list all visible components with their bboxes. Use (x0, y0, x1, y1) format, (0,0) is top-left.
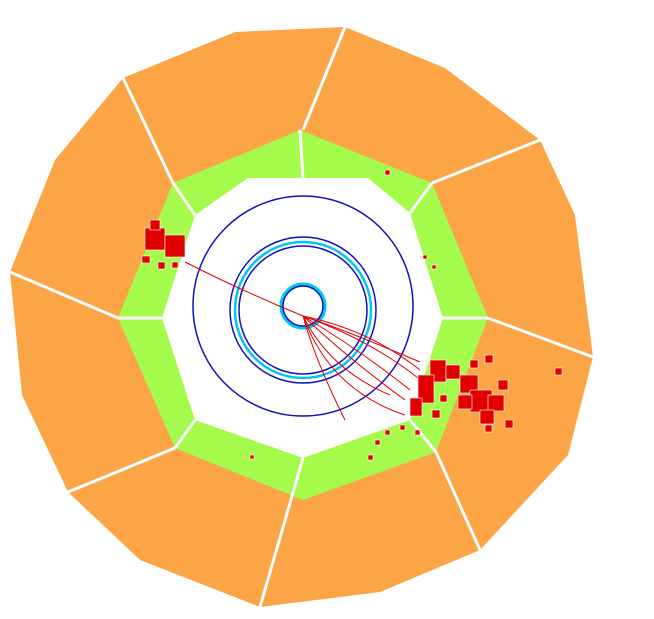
deposit (141, 255, 151, 264)
deposit (149, 219, 161, 231)
divider (173, 419, 197, 449)
deposit (469, 359, 479, 369)
divider (171, 182, 197, 216)
track (302, 315, 391, 396)
deposit (439, 394, 448, 403)
deposit (479, 409, 495, 425)
deposit (399, 424, 406, 431)
sector-dividers (9, 26, 594, 608)
deposit (457, 394, 473, 410)
pixel-layer (279, 282, 327, 330)
divider (301, 26, 347, 131)
deposit (459, 374, 479, 394)
deposit (157, 261, 166, 270)
divider (434, 451, 482, 551)
deposit (484, 354, 494, 364)
divider (121, 77, 175, 184)
deposit (249, 454, 255, 460)
track (302, 315, 411, 391)
track (302, 315, 421, 363)
deposit (445, 364, 461, 380)
divider (408, 182, 434, 214)
deposit (504, 419, 514, 429)
pixel-layer (282, 285, 324, 327)
tracker-layers (192, 195, 414, 417)
deposit (144, 227, 166, 251)
divider (408, 419, 438, 453)
deposit (171, 261, 179, 269)
divider (9, 270, 119, 320)
deposit (497, 379, 509, 391)
track (184, 261, 304, 317)
deposit (367, 454, 374, 461)
energy-deposits (141, 169, 563, 461)
deposit (484, 424, 493, 433)
tracks (184, 261, 421, 421)
track (302, 315, 406, 416)
divider (487, 316, 594, 359)
deposit (554, 367, 563, 376)
strip-layer (238, 245, 368, 375)
deposit (431, 409, 441, 419)
track (302, 315, 346, 421)
deposit (487, 394, 505, 412)
deposit (374, 439, 381, 446)
track (302, 315, 406, 401)
deposit (431, 264, 437, 270)
divider (431, 138, 541, 185)
deposit (422, 254, 428, 260)
track (302, 315, 421, 371)
deposit (384, 169, 391, 176)
strip-layer (229, 236, 377, 384)
divider (258, 457, 305, 608)
tracker-region (162, 178, 443, 458)
deposit (164, 234, 186, 258)
outer-layer (192, 195, 414, 417)
deposit (417, 374, 435, 404)
deposit (414, 429, 421, 436)
strip-layer (233, 240, 373, 380)
divider (67, 446, 176, 494)
deposit (409, 397, 423, 417)
deposit (384, 429, 391, 436)
divider (298, 129, 305, 179)
